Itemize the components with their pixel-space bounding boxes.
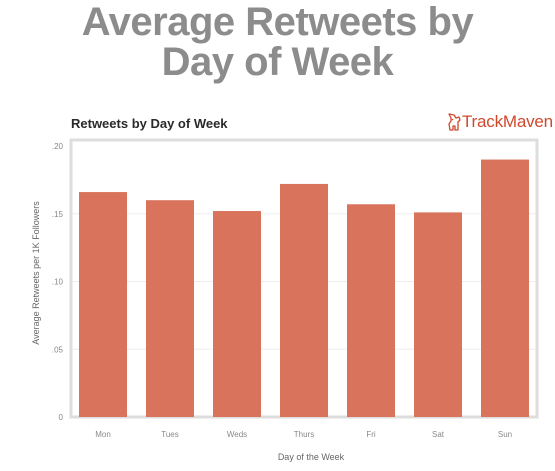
y-tick-label: .20 [52,142,64,151]
y-tick-label: .05 [52,345,64,354]
x-axis-ticks: Mon Tues Weds Thurs Fri Sat Sun [95,430,512,439]
headline: Average Retweets by Day of Week [0,0,555,82]
x-tick-label: Thurs [294,430,314,439]
brand-logo: TrackMaven [446,112,553,132]
y-axis-title: Average Retweets per 1K Followers [31,201,41,345]
x-tick-label: Mon [95,430,111,439]
y-tick-label: 0 [59,413,64,422]
bar-weds [213,211,261,417]
bar-mon [79,192,127,417]
bar-sat [414,212,462,417]
bar-sun [481,159,529,418]
y-axis-ticks: 0 .05 .10 .15 .20 [52,142,64,422]
bar-fri [347,204,395,417]
headline-line-1: Average Retweets by [81,0,474,44]
y-tick-label: .10 [52,278,64,287]
bars [79,159,529,418]
x-tick-label: Sat [432,430,445,439]
x-tick-label: Weds [227,430,247,439]
x-tick-label: Fri [366,430,376,439]
brand-name: TrackMaven [462,112,553,131]
x-tick-label: Sun [498,430,512,439]
x-tick-label: Tues [161,430,179,439]
x-axis-title: Day of the Week [278,452,345,462]
bar-thurs [280,183,328,417]
chart-title: Retweets by Day of Week [71,116,228,131]
dog-logo-icon [448,113,461,131]
headline-line-2: Day of Week [161,40,394,84]
y-tick-label: .15 [52,210,64,219]
bar-tues [146,200,194,417]
